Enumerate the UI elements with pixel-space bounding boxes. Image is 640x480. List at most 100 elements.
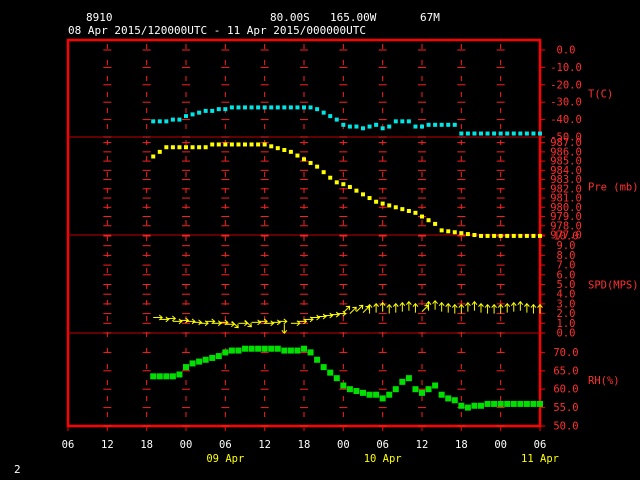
wind-arrow-head [198,319,203,326]
wind-arrow-head [322,313,327,320]
data-point-rh [228,347,235,354]
y-tick-label: 980.0 [550,202,582,214]
data-point-temp [446,122,451,127]
data-point-temp [531,131,536,136]
wind-arrow-head [373,302,379,307]
data-point-temp [190,112,195,117]
wind-arrow-head [465,301,471,306]
data-point-rh [392,386,399,393]
data-point-pres [341,182,346,187]
data-point-temp [347,124,352,129]
wind-arrow-head [471,300,478,306]
data-point-rh [163,373,170,380]
data-point-rh [189,360,196,367]
y-tick-label: 0.0 [557,45,576,57]
data-point-temp [275,105,280,110]
panel-label-rh: RH(%) [588,375,620,387]
y-tick-label: 982.0 [550,183,582,195]
y-tick-label: 985.0 [550,156,582,168]
data-point-rh [478,402,484,409]
data-point-pres [452,230,457,235]
data-point-pres [249,142,254,147]
data-point-rh [432,382,439,389]
data-point-temp [459,131,464,136]
data-point-pres [406,208,411,213]
wind-arrow-head [247,322,252,328]
data-point-pres [157,149,162,154]
y-tick-label: 55.0 [553,402,578,414]
wind-arrow-head [217,320,223,327]
data-point-pres [170,145,175,150]
data-point-temp [282,105,287,110]
data-point-rh [412,386,419,393]
data-point-pres [216,142,221,147]
data-point-pres [151,154,156,159]
data-point-pres [524,233,529,238]
data-point-rh [523,400,530,407]
data-point-rh [405,375,412,382]
data-point-temp [374,122,379,127]
data-point-pres [164,145,169,150]
x-tick-label: 12 [101,439,114,451]
data-point-pres [472,233,477,237]
data-point-temp [439,122,444,127]
data-point-pres [498,233,503,238]
data-point-temp [203,108,208,113]
data-point-rh [340,382,347,389]
data-point-pres [446,229,451,234]
wind-arrow [356,305,364,313]
data-point-rh [445,395,452,402]
data-point-temp [367,124,372,129]
wind-arrow-head [537,303,543,308]
wind-arrow-head [352,306,357,312]
data-point-pres [321,170,326,175]
data-point-rh [537,400,543,407]
panel-label-spd: SPD(MPS) [588,280,639,292]
data-point-rh [327,369,334,376]
data-point-rh [373,391,380,398]
wind-arrow-head [329,312,334,319]
data-point-pres [269,144,274,149]
data-point-rh [301,345,307,352]
x-tick-label: 18 [455,439,468,451]
data-point-temp [485,131,490,136]
data-point-rh [360,389,366,396]
data-point-temp [420,124,424,129]
data-point-temp [262,105,267,110]
data-point-rh [307,349,314,356]
wind-arrow-head [517,300,524,306]
y-tick-label: 987.0 [550,137,582,149]
wind-arrow-head [425,300,432,306]
x-tick-label: 06 [534,439,547,451]
data-point-temp [243,105,247,110]
data-point-rh [261,345,268,352]
data-point-temp [538,131,542,136]
data-point-temp [157,119,162,124]
y-tick-label: 0.0 [557,328,576,340]
x-day-label: 09 Apr [206,453,244,465]
station-id: 8910 [86,11,113,24]
wind-arrow-head [530,303,537,308]
y-tick-label: 7.0 [557,260,576,272]
wind-arrow-head [451,303,458,308]
data-point-rh [314,356,321,363]
data-point-temp [256,105,261,110]
wind-arrow-head [257,319,262,326]
wind-arrow [362,305,370,313]
data-point-pres [229,142,234,147]
data-point-temp [518,131,523,136]
data-point-rh [458,402,465,409]
elevation: 67M [420,11,440,24]
data-point-temp [308,105,313,110]
data-point-pres [367,196,372,201]
data-point-pres [347,184,352,189]
data-point-rh [150,373,157,380]
data-point-temp [164,119,169,124]
data-point-temp [184,114,188,119]
data-point-rh [353,388,360,395]
data-point-temp [452,122,457,127]
data-point-rh [471,402,478,409]
y-tick-label: 65.0 [553,365,578,377]
data-point-temp [236,105,241,110]
y-tick-label: 70.0 [553,347,578,359]
